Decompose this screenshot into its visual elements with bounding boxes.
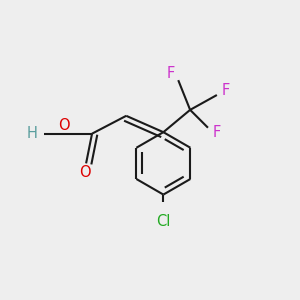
Text: O: O <box>80 165 91 180</box>
Text: O: O <box>58 118 70 133</box>
Text: F: F <box>213 125 221 140</box>
Text: Cl: Cl <box>156 214 171 229</box>
Text: F: F <box>222 83 230 98</box>
Text: H: H <box>26 126 37 141</box>
Text: F: F <box>167 66 175 81</box>
